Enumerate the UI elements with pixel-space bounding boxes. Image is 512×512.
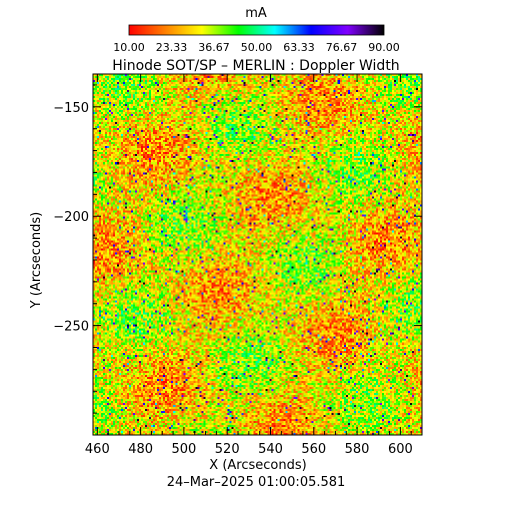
doppler-width-heatmap (93, 74, 422, 435)
colorbar-tick-label: 63.33 (283, 41, 315, 54)
x-tick-label: 540 (258, 442, 283, 457)
plot-frame (92, 73, 423, 436)
x-tick-label: 600 (388, 442, 413, 457)
colorbar-unit-label: mA (245, 6, 267, 21)
colorbar-tick-label: 90.00 (368, 41, 400, 54)
y-tick-label: −250 (53, 320, 89, 335)
x-tick-label: 500 (171, 442, 196, 457)
x-tick-label: 480 (128, 442, 153, 457)
colorbar-tick-label: 50.00 (241, 41, 273, 54)
y-tick-label: −150 (53, 101, 89, 116)
y-axis: −150 −200 −250 (53, 84, 422, 414)
x-tick-label: 460 (85, 442, 110, 457)
chart-title: Hinode SOT/SP – MERLIN : Doppler Width (112, 58, 399, 74)
observation-timestamp: 24–Mar–2025 01:00:05.581 (167, 475, 346, 490)
colorbar-tick-labels: 10.00 23.33 36.67 50.00 63.33 76.67 90.00 (113, 41, 400, 54)
x-tick-label: 580 (345, 442, 370, 457)
colorbar-gradient (128, 24, 385, 36)
colorbar-tick-label: 10.00 (113, 41, 145, 54)
plot-area (92, 73, 423, 436)
x-axis: 460 480 500 520 540 560 580 600 (85, 74, 423, 457)
y-tick-label: −200 (53, 210, 89, 225)
x-axis-label: X (Arcseconds) (209, 458, 306, 473)
y-axis-label: Y (Arcseconds) (29, 212, 44, 309)
colorbar (128, 24, 385, 36)
x-tick-label: 520 (215, 442, 240, 457)
colorbar-tick-label: 23.33 (156, 41, 188, 54)
x-tick-label: 560 (301, 442, 326, 457)
colorbar-tick-label: 36.67 (198, 41, 230, 54)
colorbar-tick-label: 76.67 (326, 41, 358, 54)
